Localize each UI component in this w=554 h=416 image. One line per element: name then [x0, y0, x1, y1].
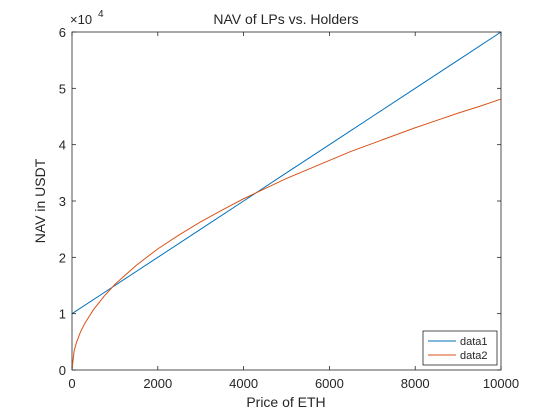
x-tick-label: 10000: [483, 376, 519, 391]
y-exponent-base: ×10: [70, 12, 92, 27]
x-axis-tick-labels: 0 2000 4000 6000 8000 10000: [68, 376, 519, 391]
legend-box: [422, 330, 498, 366]
legend-label-data1: data1: [460, 336, 488, 348]
x-tick-label: 0: [68, 376, 75, 391]
y-tick-label: 2: [59, 250, 66, 265]
legend: data1 data2: [422, 330, 498, 366]
y-tick-label: 0: [59, 363, 66, 378]
y-tick-label: 4: [59, 138, 66, 153]
x-axis-label: Price of ETH: [246, 394, 325, 410]
x-tick-label: 6000: [315, 376, 344, 391]
x-tick-label: 4000: [229, 376, 258, 391]
chart-title: NAV of LPs vs. Holders: [213, 11, 358, 27]
x-tick-label: 2000: [143, 376, 172, 391]
plot-area: [71, 31, 502, 371]
series-line-data2: [71, 98, 502, 371]
x-tick-label: 8000: [401, 376, 430, 391]
tick-layer: [71, 31, 502, 371]
y-axis-label: NAV in USDT: [32, 158, 48, 243]
legend-label-data2: data2: [460, 350, 488, 362]
y-exponent-power: 4: [98, 9, 104, 20]
y-tick-label: 6: [59, 25, 66, 40]
y-tick-label: 3: [59, 194, 66, 209]
y-tick-label: 1: [59, 307, 66, 322]
y-axis-tick-labels: 0 1 2 3 4 5 6: [59, 25, 66, 378]
y-axis-exponent: ×10 4: [70, 9, 104, 27]
y-tick-label: 5: [59, 81, 66, 96]
plot-frame: [71, 31, 502, 371]
series-line-data1: [71, 31, 502, 315]
series-layer: [71, 31, 502, 371]
